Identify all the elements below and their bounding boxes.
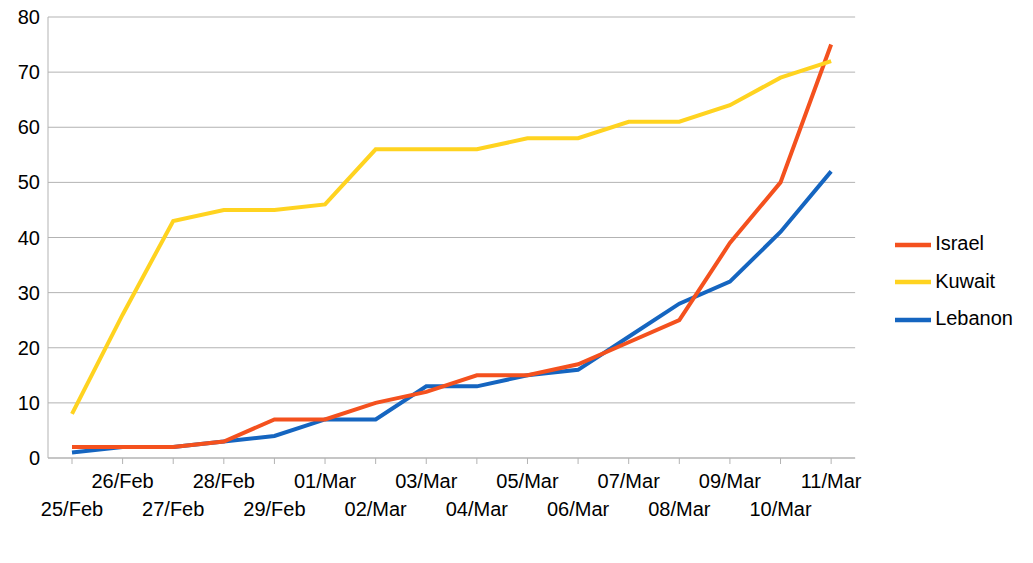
html-text:Kuwait: Kuwait: [935, 269, 996, 292]
svg-text:05/Mar: 05/Mar: [496, 470, 559, 492]
svg-text:11/Mar: 11/Mar: [801, 470, 862, 492]
svg-text:04/Mar: 04/Mar: [446, 498, 509, 520]
svg-text:02/Mar: 02/Mar: [345, 498, 408, 520]
svg-text:07/Mar: 07/Mar: [598, 470, 661, 492]
svg-text:08/Mar: 08/Mar: [648, 498, 711, 520]
svg-text:06/Mar: 06/Mar: [547, 498, 610, 520]
svg-text:30: 30: [18, 282, 40, 304]
html-text:Israel: Israel: [935, 231, 984, 254]
svg-text:03/Mar: 03/Mar: [395, 470, 458, 492]
svg-text:70: 70: [18, 61, 40, 83]
svg-text:27/Feb: 27/Feb: [142, 498, 204, 520]
svg-text:25/Feb: 25/Feb: [41, 498, 103, 520]
svg-text:0: 0: [29, 447, 40, 469]
svg-text:09/Mar: 09/Mar: [699, 470, 762, 492]
svg-text:40: 40: [18, 227, 40, 249]
svg-text:29/Feb: 29/Feb: [243, 498, 305, 520]
svg-text:50: 50: [18, 171, 40, 193]
svg-text:28/Feb: 28/Feb: [193, 470, 255, 492]
svg-text:10: 10: [18, 392, 40, 414]
svg-text:01/Mar: 01/Mar: [294, 470, 357, 492]
svg-text:20: 20: [18, 337, 40, 359]
svg-text:26/Feb: 26/Feb: [91, 470, 153, 492]
svg-text:10/Mar: 10/Mar: [749, 498, 812, 520]
svg-text:60: 60: [18, 116, 40, 138]
svg-text:80: 80: [18, 6, 40, 28]
html-text:Lebanon: Lebanon: [935, 307, 1013, 330]
